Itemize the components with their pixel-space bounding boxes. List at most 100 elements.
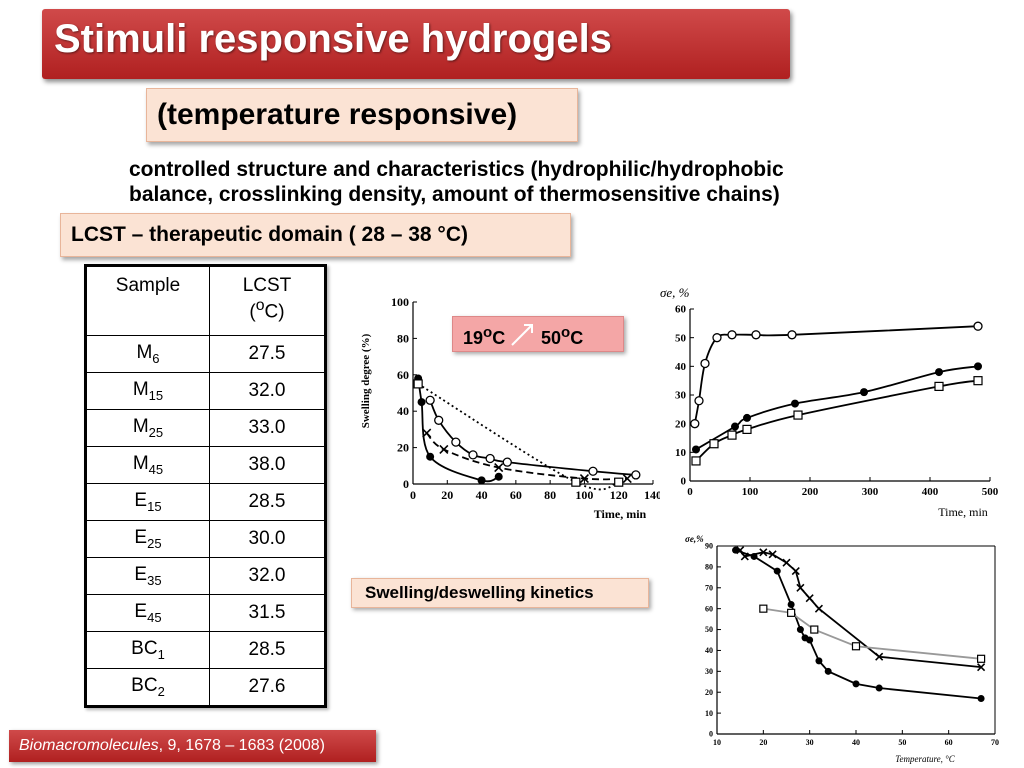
x-tick-label: 120	[610, 488, 628, 502]
data-point	[852, 680, 860, 688]
data-point	[815, 657, 823, 665]
data-point	[622, 473, 632, 484]
x-tick-label: 60	[945, 738, 953, 747]
sample-name: BC	[131, 675, 158, 697]
reference-journal: Biomacromolecules	[19, 737, 159, 754]
temperature-to-unit: C	[570, 328, 584, 348]
y-tick-label: 90	[705, 542, 713, 551]
x-tick-label: 50	[898, 738, 906, 747]
table-row: E45 31.5	[85, 594, 326, 632]
data-point	[796, 583, 805, 592]
lcst-value-cell: 27.5	[209, 335, 326, 373]
sample-cell: BC2	[85, 668, 210, 707]
lcst-value-cell: 27.6	[209, 668, 326, 707]
data-point	[727, 430, 737, 440]
y-tick-label: 40	[397, 404, 409, 418]
x-axis-label: Time, min	[938, 505, 988, 519]
table-body: M6 27.5 M15 32.0 M25 33.0 M45 38.0 E15 28.5 E25 30.…	[85, 335, 326, 707]
x-tick-label: 20	[441, 488, 453, 502]
data-point	[851, 642, 861, 651]
data-point	[791, 567, 800, 576]
data-point	[692, 445, 700, 454]
x-tick-label: 40	[476, 488, 488, 502]
series-line	[693, 325, 979, 424]
sample-name: E	[134, 490, 148, 512]
table-row: BC2 27.6	[85, 668, 326, 707]
header-lcst: LCST (oC)	[209, 265, 326, 336]
data-point	[742, 424, 752, 434]
slide-subtitle: (temperature responsive)	[157, 98, 518, 131]
temperature-to-value: 50	[541, 328, 562, 348]
temperature-chart: 10 20 30 40 50 60 700102030405060708090Tempera…	[685, 534, 999, 764]
table-row: M45 38.0	[85, 446, 326, 484]
table-row: E35 32.0	[85, 557, 326, 595]
y-axis-label: σe, %	[660, 285, 690, 300]
title-banner: Stimuli responsive hydrogels	[42, 9, 790, 79]
y-tick-label: 40	[705, 646, 713, 655]
data-point	[759, 604, 768, 613]
data-point	[694, 396, 704, 406]
data-point	[413, 379, 423, 389]
sample-subscript: 25	[147, 535, 162, 551]
data-point	[977, 663, 986, 672]
data-point	[824, 667, 832, 675]
y-axis-label: Swelling degree (%)	[360, 333, 372, 428]
y-tick-label: 70	[705, 583, 713, 592]
reference-text: Biomacromolecules, 9, 1678 – 1683 (2008)	[19, 737, 325, 755]
lcst-value-cell: 30.0	[209, 520, 326, 558]
y-tick-label: 80	[397, 331, 409, 345]
data-point	[768, 550, 777, 559]
x-tick-label: 0	[410, 488, 416, 502]
x-tick-label: 10	[713, 738, 721, 747]
data-point	[782, 558, 791, 567]
data-point	[796, 626, 804, 634]
y-tick-label: 60	[397, 368, 409, 382]
x-axis-label: Temperature, °C	[895, 754, 955, 764]
sample-name: E	[134, 601, 148, 623]
data-point	[805, 594, 814, 603]
temperature-to: 50oC	[541, 324, 583, 349]
data-point	[751, 330, 761, 340]
data-point	[773, 567, 781, 575]
x-tick-label: 20	[759, 738, 767, 747]
x-tick-label: 40	[852, 738, 860, 747]
data-point	[485, 453, 495, 464]
sample-cell: E45	[85, 594, 210, 632]
y-tick-label: 10	[675, 447, 687, 459]
lcst-value-cell: 28.5	[209, 483, 326, 521]
lcst-table: Sample LCST (oC) M6 27.5 M15 32.0 M25 33.0 M45…	[84, 264, 327, 708]
table-row: BC1 28.5	[85, 631, 326, 669]
data-point	[417, 398, 426, 407]
table-row: E25 30.0	[85, 520, 326, 558]
data-point	[588, 466, 598, 476]
subtitle-box: (temperature responsive)	[146, 88, 578, 142]
data-point	[494, 472, 503, 481]
y-tick-label: 80	[705, 563, 713, 572]
swelling-kinetics-label: Swelling/deswelling kinetics	[365, 583, 594, 602]
series-line	[695, 379, 979, 462]
x-tick-label: 0	[687, 486, 693, 498]
y-tick-label: 0	[709, 730, 713, 739]
table-header-row: Sample LCST (oC)	[85, 265, 326, 336]
sample-name: E	[134, 527, 148, 549]
data-point	[477, 476, 486, 485]
data-point	[793, 410, 803, 420]
data-point	[759, 548, 768, 557]
sample-cell: E25	[85, 520, 210, 558]
deswelling-chart: 0 100 200 300 400 500 0 10 20 30 40 50 60 Time, min σe…	[660, 285, 999, 519]
sample-subscript: 15	[147, 498, 162, 514]
data-point	[787, 608, 796, 617]
temperature-to-degree: o	[561, 324, 571, 341]
data-point	[977, 654, 986, 663]
sample-subscript: 25	[148, 424, 164, 440]
x-tick-label: 140	[644, 488, 660, 502]
data-point	[787, 600, 795, 608]
header-lcst-degree: o	[255, 297, 265, 314]
data-point	[502, 457, 512, 467]
data-point	[690, 419, 700, 429]
sample-name: M	[132, 379, 149, 401]
data-point	[700, 358, 710, 369]
x-tick-label: 100	[742, 486, 759, 498]
data-point	[814, 604, 823, 613]
data-point	[579, 473, 589, 484]
